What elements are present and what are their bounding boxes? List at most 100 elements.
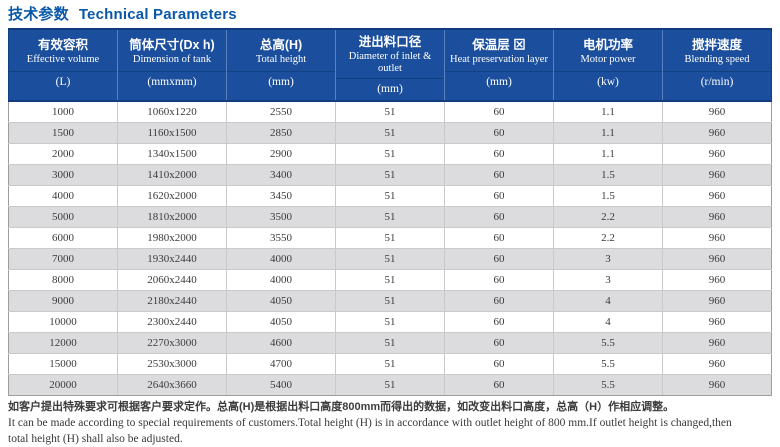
column-header: 保温层 ⊠ Heat preservation layer (mm) [444,28,554,102]
footnote-zh: 如客户提出特殊要求可根据客户要求定作。总高(H)是根据出料口高度800mm而得出… [8,401,675,413]
table-row: 6000 1980x2000 3550 51 60 2.2 960 [8,227,772,249]
column-header-zh: 保温层 ⊠ [472,37,526,52]
table-cell: 960 [662,311,772,333]
table-cell: 60 [444,248,554,270]
table-row: 1500 1160x1500 2850 51 60 1.1 960 [8,122,772,144]
table-cell: 1930x2440 [117,248,227,270]
table-row: 1000 1060x1220 2550 51 60 1.1 960 [8,100,772,123]
table-cell: 2.2 [553,227,663,249]
table-cell: 51 [335,100,445,123]
table-cell: 1.1 [553,143,663,165]
table-cell: 60 [444,374,554,396]
table-row: 10000 2300x2440 4050 51 60 4 960 [8,311,772,333]
table-cell: 4000 [226,248,336,270]
table-row: 9000 2180x2440 4050 51 60 4 960 [8,290,772,312]
table-row: 8000 2060x2440 4000 51 60 3 960 [8,269,772,291]
table-row: 12000 2270x3000 4600 51 60 5.5 960 [8,332,772,354]
table-cell: 60 [444,311,554,333]
table-cell: 60 [444,269,554,291]
table-cell: 9000 [8,290,118,312]
table-cell: 2900 [226,143,336,165]
page-title: 技术参数 Technical Parameters [8,0,772,28]
table-cell: 960 [662,332,772,354]
table-cell: 5400 [226,374,336,396]
column-header-en: Effective volume [26,53,100,65]
table-row: 7000 1930x2440 4000 51 60 3 960 [8,248,772,270]
table-cell: 5.5 [553,332,663,354]
table-header-row: 有效容积 Effective volume (L) 筒体尺寸(Dx h) Dim… [8,28,772,102]
column-header-zh: 电机功率 [582,37,633,52]
table-cell: 2270x3000 [117,332,227,354]
table-cell: 15000 [8,353,118,375]
table-cell: 960 [662,290,772,312]
table-row: 2000 1340x1500 2900 51 60 1.1 960 [8,143,772,165]
table-cell: 1500 [8,122,118,144]
table-cell: 4050 [226,290,336,312]
table-cell: 60 [444,353,554,375]
column-header-unit: (mm) [336,78,444,100]
table-cell: 2550 [226,100,336,123]
table-cell: 6000 [8,227,118,249]
column-header-en: Dimension of tank [132,53,212,65]
table-cell: 2850 [226,122,336,144]
column-header-en: Total height [255,53,307,65]
table-cell: 4600 [226,332,336,354]
table-cell: 60 [444,206,554,228]
column-header: 筒体尺寸(Dx h) Dimension of tank (mmxmm) [117,28,227,102]
column-header-zh: 筒体尺寸(Dx h) [129,37,215,52]
technical-parameters-table: 有效容积 Effective volume (L) 筒体尺寸(Dx h) Dim… [8,28,772,396]
table-cell: 960 [662,227,772,249]
column-header-zh: 搅拌速度 [691,37,742,52]
column-header-name: 搅拌速度 Blending speed [663,30,771,71]
table-cell: 1160x1500 [117,122,227,144]
column-header: 总高(H) Total height (mm) [226,28,336,102]
column-header: 电机功率 Motor power (kw) [553,28,663,102]
table-cell: 51 [335,143,445,165]
table-cell: 2000 [8,143,118,165]
table-cell: 3 [553,248,663,270]
table-cell: 1.1 [553,122,663,144]
table-cell: 1340x1500 [117,143,227,165]
table-cell: 60 [444,143,554,165]
table-cell: 3400 [226,164,336,186]
table-cell: 2060x2440 [117,269,227,291]
column-header-zh: 总高(H) [259,37,303,52]
column-header-en: Blending speed [684,53,750,65]
table-cell: 2640x3660 [117,374,227,396]
table-cell: 20000 [8,374,118,396]
table-cell: 960 [662,248,772,270]
column-header-name: 保温层 ⊠ Heat preservation layer [445,30,553,71]
table-cell: 1000 [8,100,118,123]
table-cell: 2530x3000 [117,353,227,375]
table-cell: 960 [662,206,772,228]
table-body: 1000 1060x1220 2550 51 60 1.1 960 1500 1160x1500… [8,100,772,396]
table-cell: 51 [335,353,445,375]
table-cell: 3550 [226,227,336,249]
footnote-en-line2: total height (H) shall also be adjusted. [8,433,183,445]
table-cell: 960 [662,143,772,165]
column-header-unit: (mm) [445,71,553,93]
table-cell: 12000 [8,332,118,354]
table-cell: 1620x2000 [117,185,227,207]
table-cell: 51 [335,122,445,144]
table-cell: 960 [662,185,772,207]
column-header-zh: 进出料口径 [358,35,422,49]
table-cell: 960 [662,164,772,186]
table-cell: 60 [444,164,554,186]
column-header-name: 筒体尺寸(Dx h) Dimension of tank [118,30,226,71]
table-cell: 1.5 [553,185,663,207]
table-cell: 51 [335,374,445,396]
column-header-en: Motor power [580,53,636,65]
table-cell: 5.5 [553,353,663,375]
table-cell: 2180x2440 [117,290,227,312]
table-cell: 3000 [8,164,118,186]
table-cell: 60 [444,122,554,144]
column-header: 进出料口径 Diameter of inlet & outlet (mm) [335,28,445,102]
table-cell: 5.5 [553,374,663,396]
column-header-en: Heat preservation layer [450,53,548,65]
table-cell: 3450 [226,185,336,207]
table-cell: 8000 [8,269,118,291]
table-cell: 51 [335,248,445,270]
column-header-name: 进出料口径 Diameter of inlet & outlet [336,30,444,78]
